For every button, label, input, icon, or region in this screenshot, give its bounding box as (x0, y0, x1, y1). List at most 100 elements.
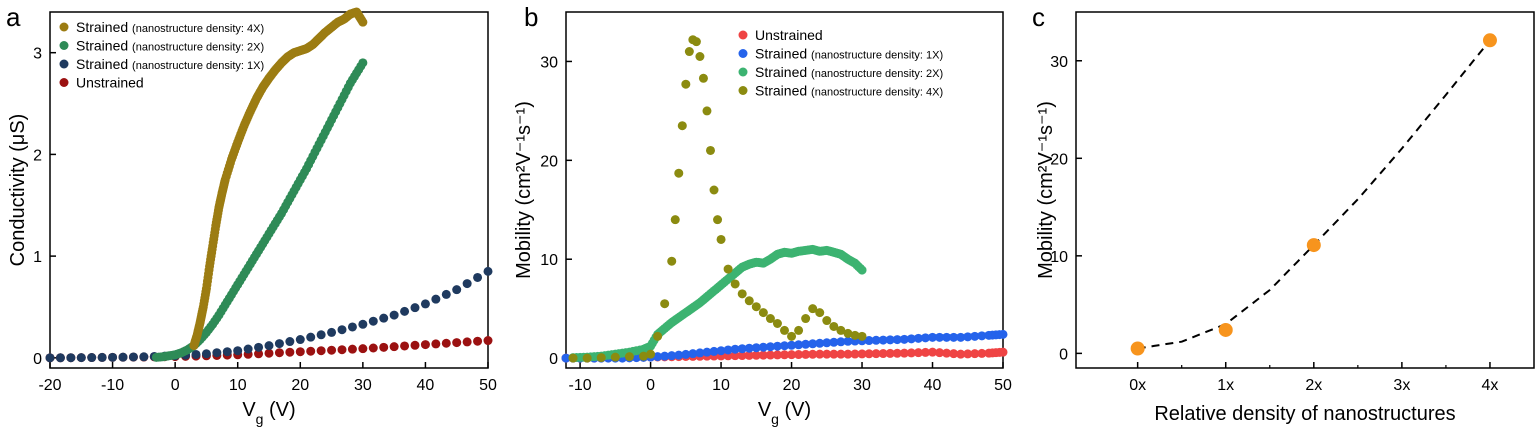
data-point-b (928, 347, 938, 357)
data-point-a (191, 349, 201, 359)
y-tick-label: 3 (33, 46, 42, 63)
data-point-b (744, 350, 754, 360)
data-point-b (698, 73, 708, 83)
data-point-a (347, 322, 357, 332)
x-tick-label: 20 (291, 377, 309, 394)
data-point-a (389, 310, 399, 320)
data-point-b (674, 350, 684, 360)
data-point-a (410, 303, 420, 313)
data-point-a (87, 353, 97, 363)
data-point-b (843, 349, 853, 359)
y-tick-label: 0 (33, 351, 42, 368)
data-point-c (1130, 341, 1145, 356)
data-point-b (787, 350, 797, 360)
data-point-b (808, 304, 818, 314)
data-point-b (780, 341, 789, 351)
data-point-b (646, 349, 656, 359)
data-point-b (815, 338, 825, 348)
data-point-a (358, 344, 368, 354)
data-point-a (420, 340, 430, 350)
legend-label-a: Strained (nanostructure density: 1X) (76, 56, 264, 72)
data-point-b (709, 346, 719, 356)
data-point-a (483, 266, 493, 276)
data-point-b (758, 308, 768, 318)
data-point-b (956, 332, 966, 342)
data-point-a (306, 332, 316, 342)
data-point-b (794, 325, 804, 335)
data-point-a (431, 294, 441, 304)
data-point-a (347, 344, 357, 354)
data-point-b (730, 344, 740, 354)
y-tick-label: 20 (1050, 151, 1068, 168)
x-tick-label: -10 (101, 377, 124, 394)
data-point-a (306, 346, 316, 356)
data-point-b (716, 346, 726, 356)
data-point-b (857, 331, 867, 341)
data-point-b (815, 349, 825, 359)
legend-marker-b (738, 49, 748, 58)
data-point-b (695, 348, 705, 358)
data-point-b (829, 321, 839, 331)
data-point-b (801, 339, 811, 349)
data-point-b (681, 349, 691, 359)
data-point-a (379, 342, 389, 352)
data-point-a (254, 349, 264, 359)
data-point-c (1482, 33, 1497, 48)
chart-panel-a: 0 1 2 3 -20 -10 0 10 20 30 40 50 Strained (nanostruc… (7, 7, 497, 427)
data-point-b (836, 325, 846, 335)
data-point-b (610, 352, 620, 362)
x-tick-label: 30 (354, 377, 372, 394)
data-point-b (808, 339, 818, 349)
data-point-b (705, 145, 715, 155)
data-point-a (264, 341, 274, 351)
data-point-a (233, 346, 243, 356)
data-point-b (892, 335, 902, 345)
data-point-b (935, 348, 945, 358)
legend-label-b: Strained (nanostructure density: 4X) (755, 83, 943, 99)
data-point-b (730, 351, 740, 361)
data-point-b (684, 47, 694, 57)
data-point-a (358, 17, 368, 27)
data-point-b (653, 331, 663, 341)
legend-marker-a (59, 41, 69, 50)
data-point-b (942, 332, 952, 342)
data-point-a (473, 336, 483, 346)
data-point-b (857, 349, 867, 359)
x-tick-label: -10 (569, 377, 592, 394)
data-point-b (716, 234, 726, 244)
data-point-b (794, 350, 804, 360)
data-point-a (139, 352, 149, 362)
data-point-b (949, 349, 959, 359)
data-point-b (970, 349, 980, 359)
y-tick-label: 10 (1050, 249, 1068, 266)
data-point-b (935, 332, 945, 342)
data-point-b (758, 342, 768, 352)
data-point-b (963, 349, 973, 359)
data-point-a (358, 58, 368, 68)
data-point-a (285, 347, 295, 357)
x-tick-label: 50 (994, 377, 1012, 394)
data-point-b (660, 351, 670, 361)
data-point-a (97, 352, 107, 362)
data-point-b (906, 334, 916, 344)
x-tick-label: 0 (171, 377, 180, 394)
x-tick-label: 1x (1217, 377, 1234, 394)
data-point-b (808, 349, 818, 359)
data-point-b (751, 343, 761, 353)
data-point-b (920, 333, 930, 343)
data-point-a (316, 330, 326, 340)
data-point-b (624, 352, 634, 362)
y-axis-label-a: Conductivity (μS) (7, 114, 29, 267)
data-point-b (843, 328, 853, 338)
plot-frame-c (1075, 11, 1535, 369)
data-point-a (66, 353, 76, 363)
data-point-a (462, 279, 472, 289)
data-point-b (885, 348, 895, 358)
data-point-b (878, 349, 888, 359)
data-point-b (681, 79, 691, 89)
data-point-b (751, 302, 761, 312)
data-point-a (483, 336, 493, 346)
data-point-b (568, 353, 578, 363)
data-point-a (400, 341, 410, 351)
data-point-b (956, 349, 966, 359)
